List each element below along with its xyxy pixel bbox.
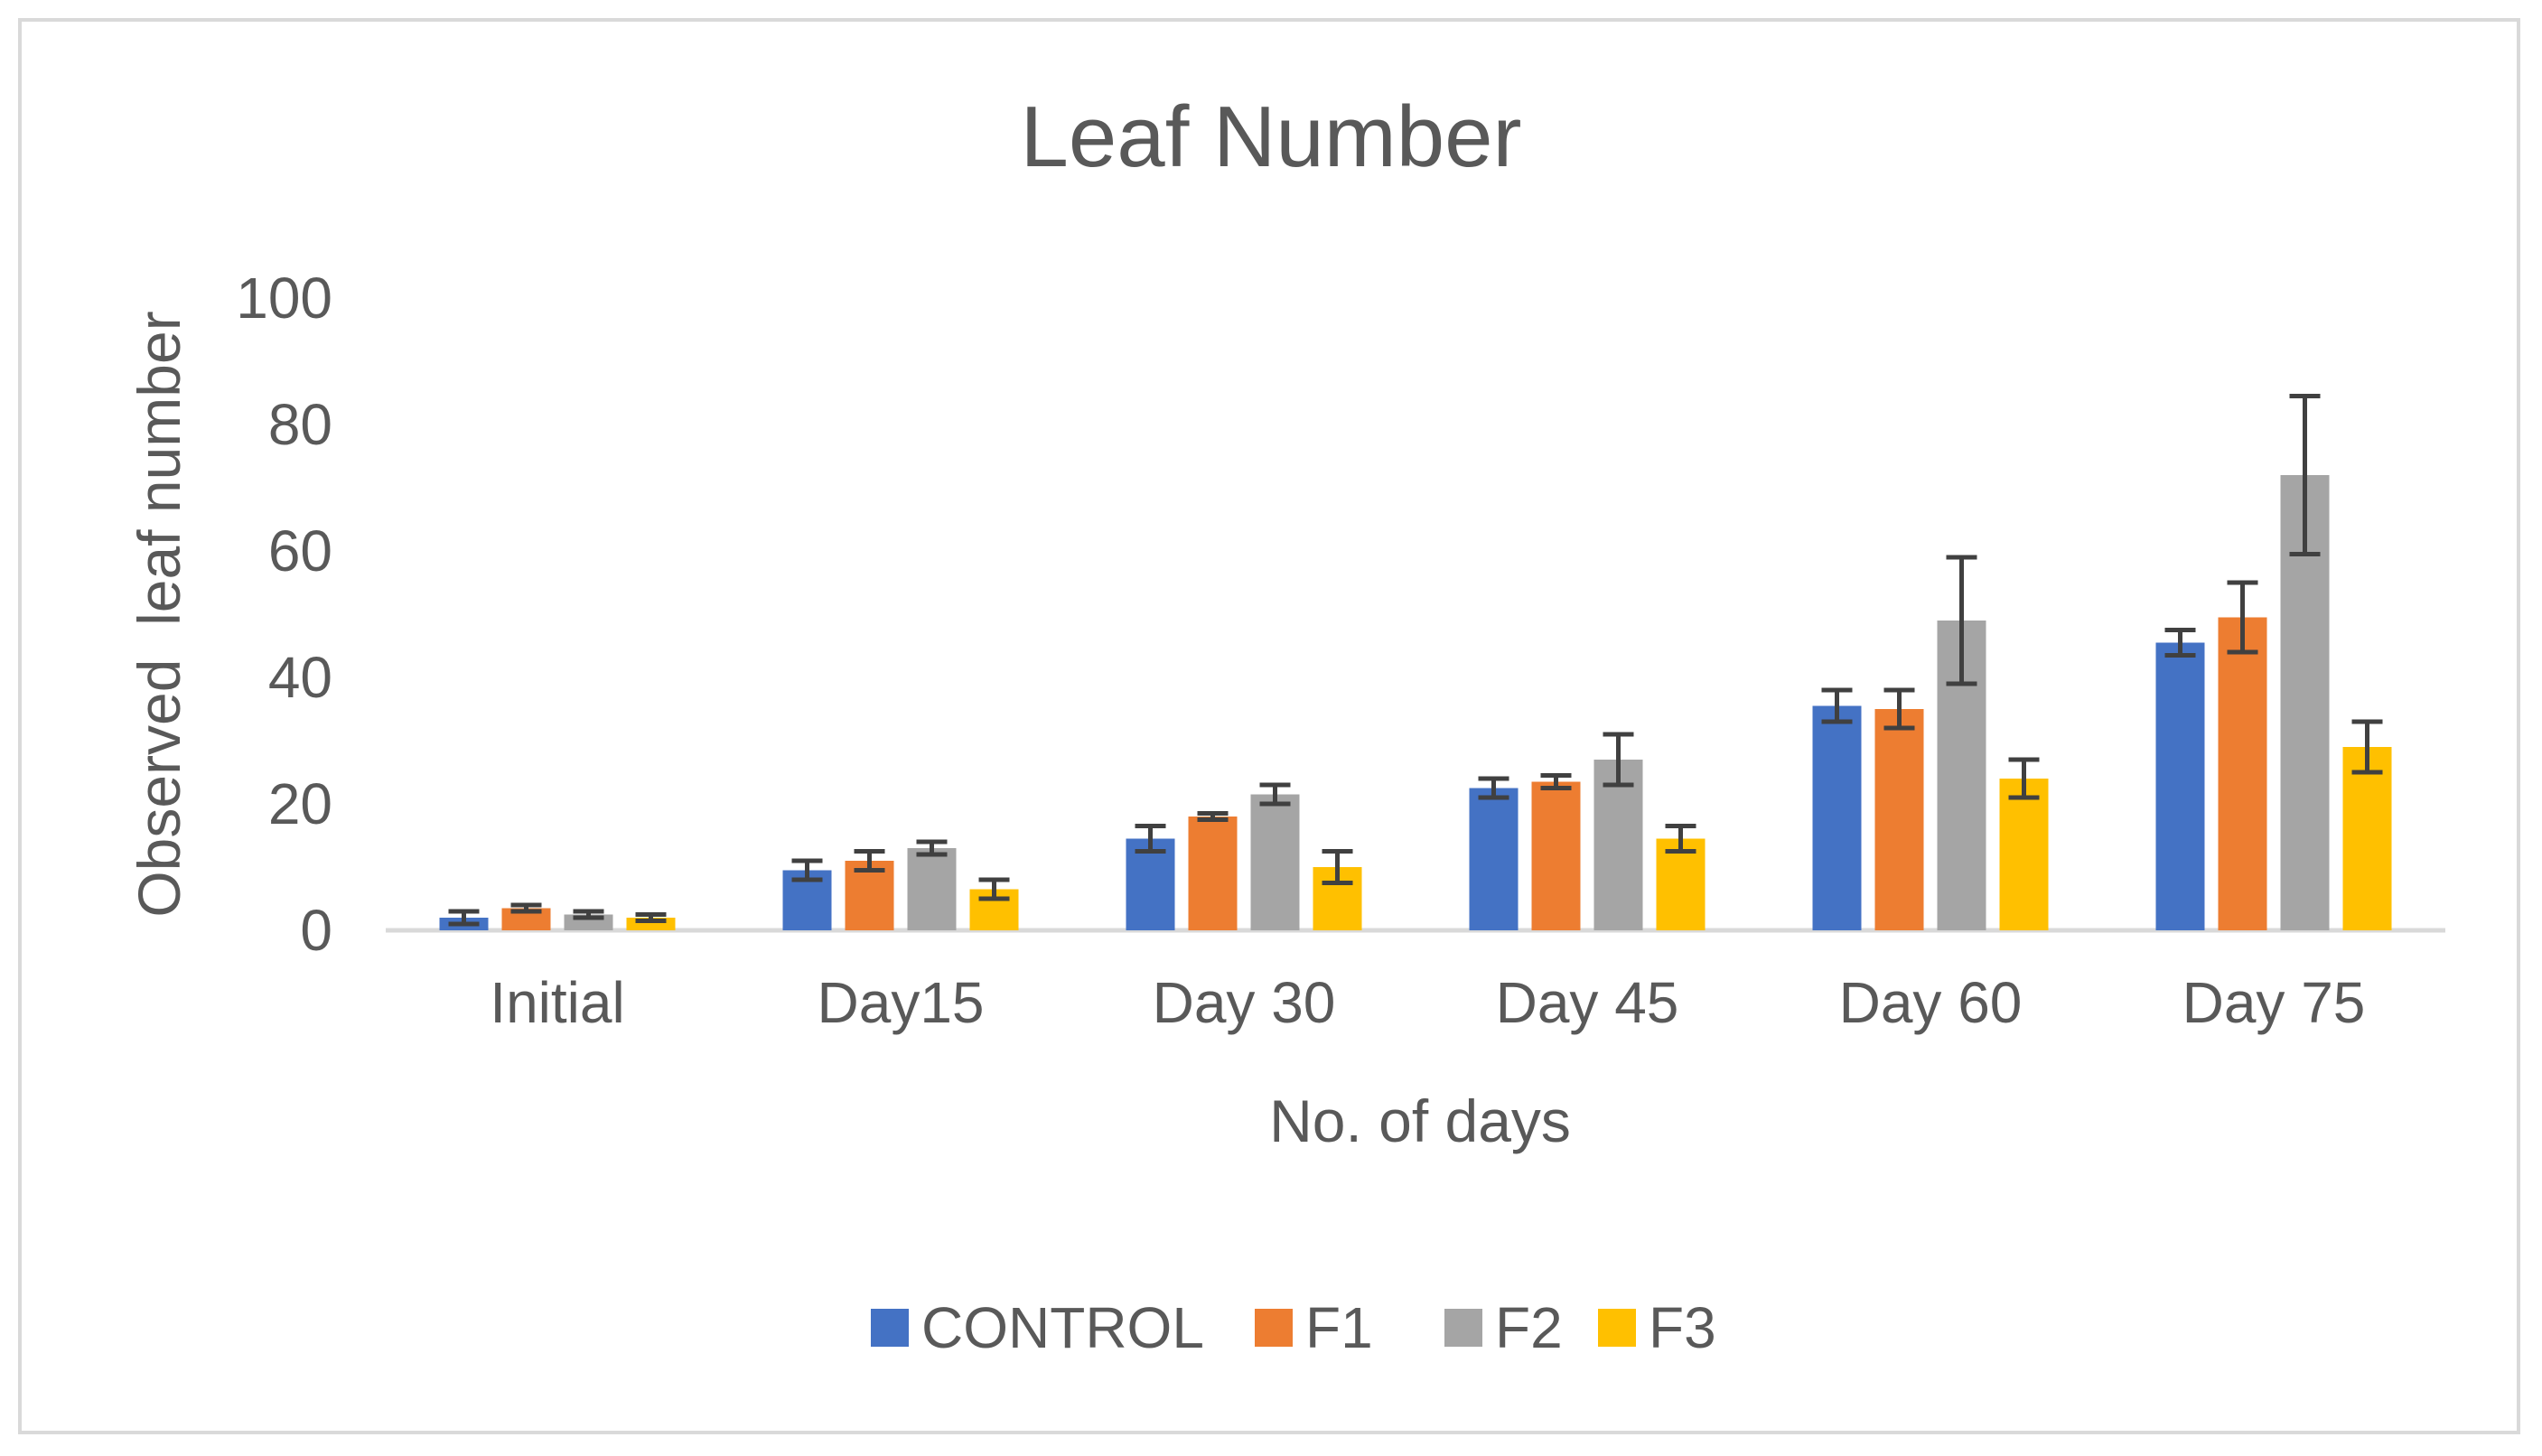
y-axis-label: Observed leaf number — [126, 311, 192, 917]
bar-f1-day45 — [1531, 781, 1581, 930]
bar-chart: Leaf Number 0 20 40 60 80 100 Initial Day15 Day… — [126, 89, 2445, 1360]
x-tick-label: Day 45 — [1496, 970, 1679, 1035]
error-bars-group — [448, 394, 2383, 927]
bar-control-day75 — [2155, 642, 2205, 930]
error-bar-f3-day30 — [1322, 849, 1353, 885]
error-bar-f3-day60 — [2008, 757, 2040, 800]
legend-swatch-f3 — [1598, 1309, 1636, 1347]
legend-label-f3: F3 — [1649, 1295, 1716, 1360]
y-tick-label: 20 — [268, 771, 332, 836]
y-axis-ticks: 0 20 40 60 80 100 — [236, 266, 332, 963]
error-bar-control-day75 — [2164, 628, 2196, 658]
error-bar-f1-day60 — [1883, 687, 1915, 731]
legend-swatch-f2 — [1444, 1309, 1482, 1347]
y-tick-label: 0 — [300, 898, 332, 963]
bar-f2-day30 — [1250, 794, 1300, 930]
legend-swatch-control — [871, 1309, 909, 1347]
error-bar-f2-day60 — [1946, 555, 1977, 686]
bar-control-day45 — [1469, 788, 1519, 930]
y-tick-label: 60 — [268, 518, 332, 583]
legend-swatch-f1 — [1255, 1309, 1293, 1347]
error-bar-f3-day15 — [978, 877, 1010, 901]
error-bar-f1-initial — [510, 902, 542, 914]
bar-f3-day60 — [1999, 779, 2049, 930]
legend: CONTROL F1 F2 F3 — [871, 1295, 1716, 1360]
error-bar-f1-day15 — [854, 849, 885, 873]
x-axis-label: No. of days — [1269, 1087, 1571, 1154]
legend-label-control: CONTROL — [921, 1295, 1204, 1360]
bar-f2-day15 — [907, 848, 957, 930]
error-bar-control-day45 — [1478, 776, 1509, 800]
error-bar-f1-day30 — [1197, 811, 1229, 822]
x-tick-label: Day 75 — [2182, 970, 2366, 1035]
error-bar-f1-day75 — [2227, 580, 2258, 655]
x-tick-label: Day15 — [818, 970, 985, 1035]
error-bar-f2-day30 — [1259, 782, 1291, 807]
error-bar-control-day60 — [1821, 687, 1853, 724]
bar-control-day60 — [1812, 705, 1862, 930]
bars-group — [439, 475, 2392, 930]
error-bar-control-day30 — [1135, 824, 1166, 854]
error-bar-f2-day75 — [2289, 394, 2321, 556]
error-bar-f2-day15 — [916, 839, 948, 857]
x-tick-label: Day 30 — [1153, 970, 1336, 1035]
y-tick-label: 100 — [236, 266, 332, 331]
legend-label-f1: F1 — [1305, 1295, 1373, 1360]
error-bar-f3-day75 — [2351, 719, 2383, 775]
bar-f3-day75 — [2342, 747, 2392, 930]
error-bar-control-day15 — [791, 858, 823, 882]
bar-f1-day75 — [2218, 617, 2267, 930]
bar-f2-day45 — [1593, 760, 1643, 930]
x-tick-label: Initial — [490, 970, 624, 1035]
error-bar-f3-day45 — [1665, 824, 1696, 854]
y-tick-label: 80 — [268, 392, 332, 457]
chart-frame: Leaf Number 0 20 40 60 80 100 Initial Day15 Day… — [18, 18, 2520, 1434]
x-axis-ticks: Initial Day15 Day 30 Day 45 Day 60 Day 75 — [490, 970, 2365, 1035]
bar-f1-day60 — [1874, 709, 1924, 930]
error-bar-f2-initial — [573, 909, 604, 920]
error-bar-f3-initial — [635, 912, 667, 923]
y-tick-label: 40 — [268, 645, 332, 710]
bar-f3-day45 — [1656, 838, 1706, 930]
error-bar-f2-day45 — [1603, 732, 1634, 788]
chart-title: Leaf Number — [1021, 89, 1522, 185]
bar-f1-day30 — [1188, 817, 1238, 930]
legend-label-f2: F2 — [1495, 1295, 1563, 1360]
error-bar-f1-day45 — [1540, 773, 1572, 790]
error-bar-control-initial — [448, 909, 480, 927]
bar-control-day30 — [1126, 838, 1175, 930]
x-tick-label: Day 60 — [1839, 970, 2023, 1035]
